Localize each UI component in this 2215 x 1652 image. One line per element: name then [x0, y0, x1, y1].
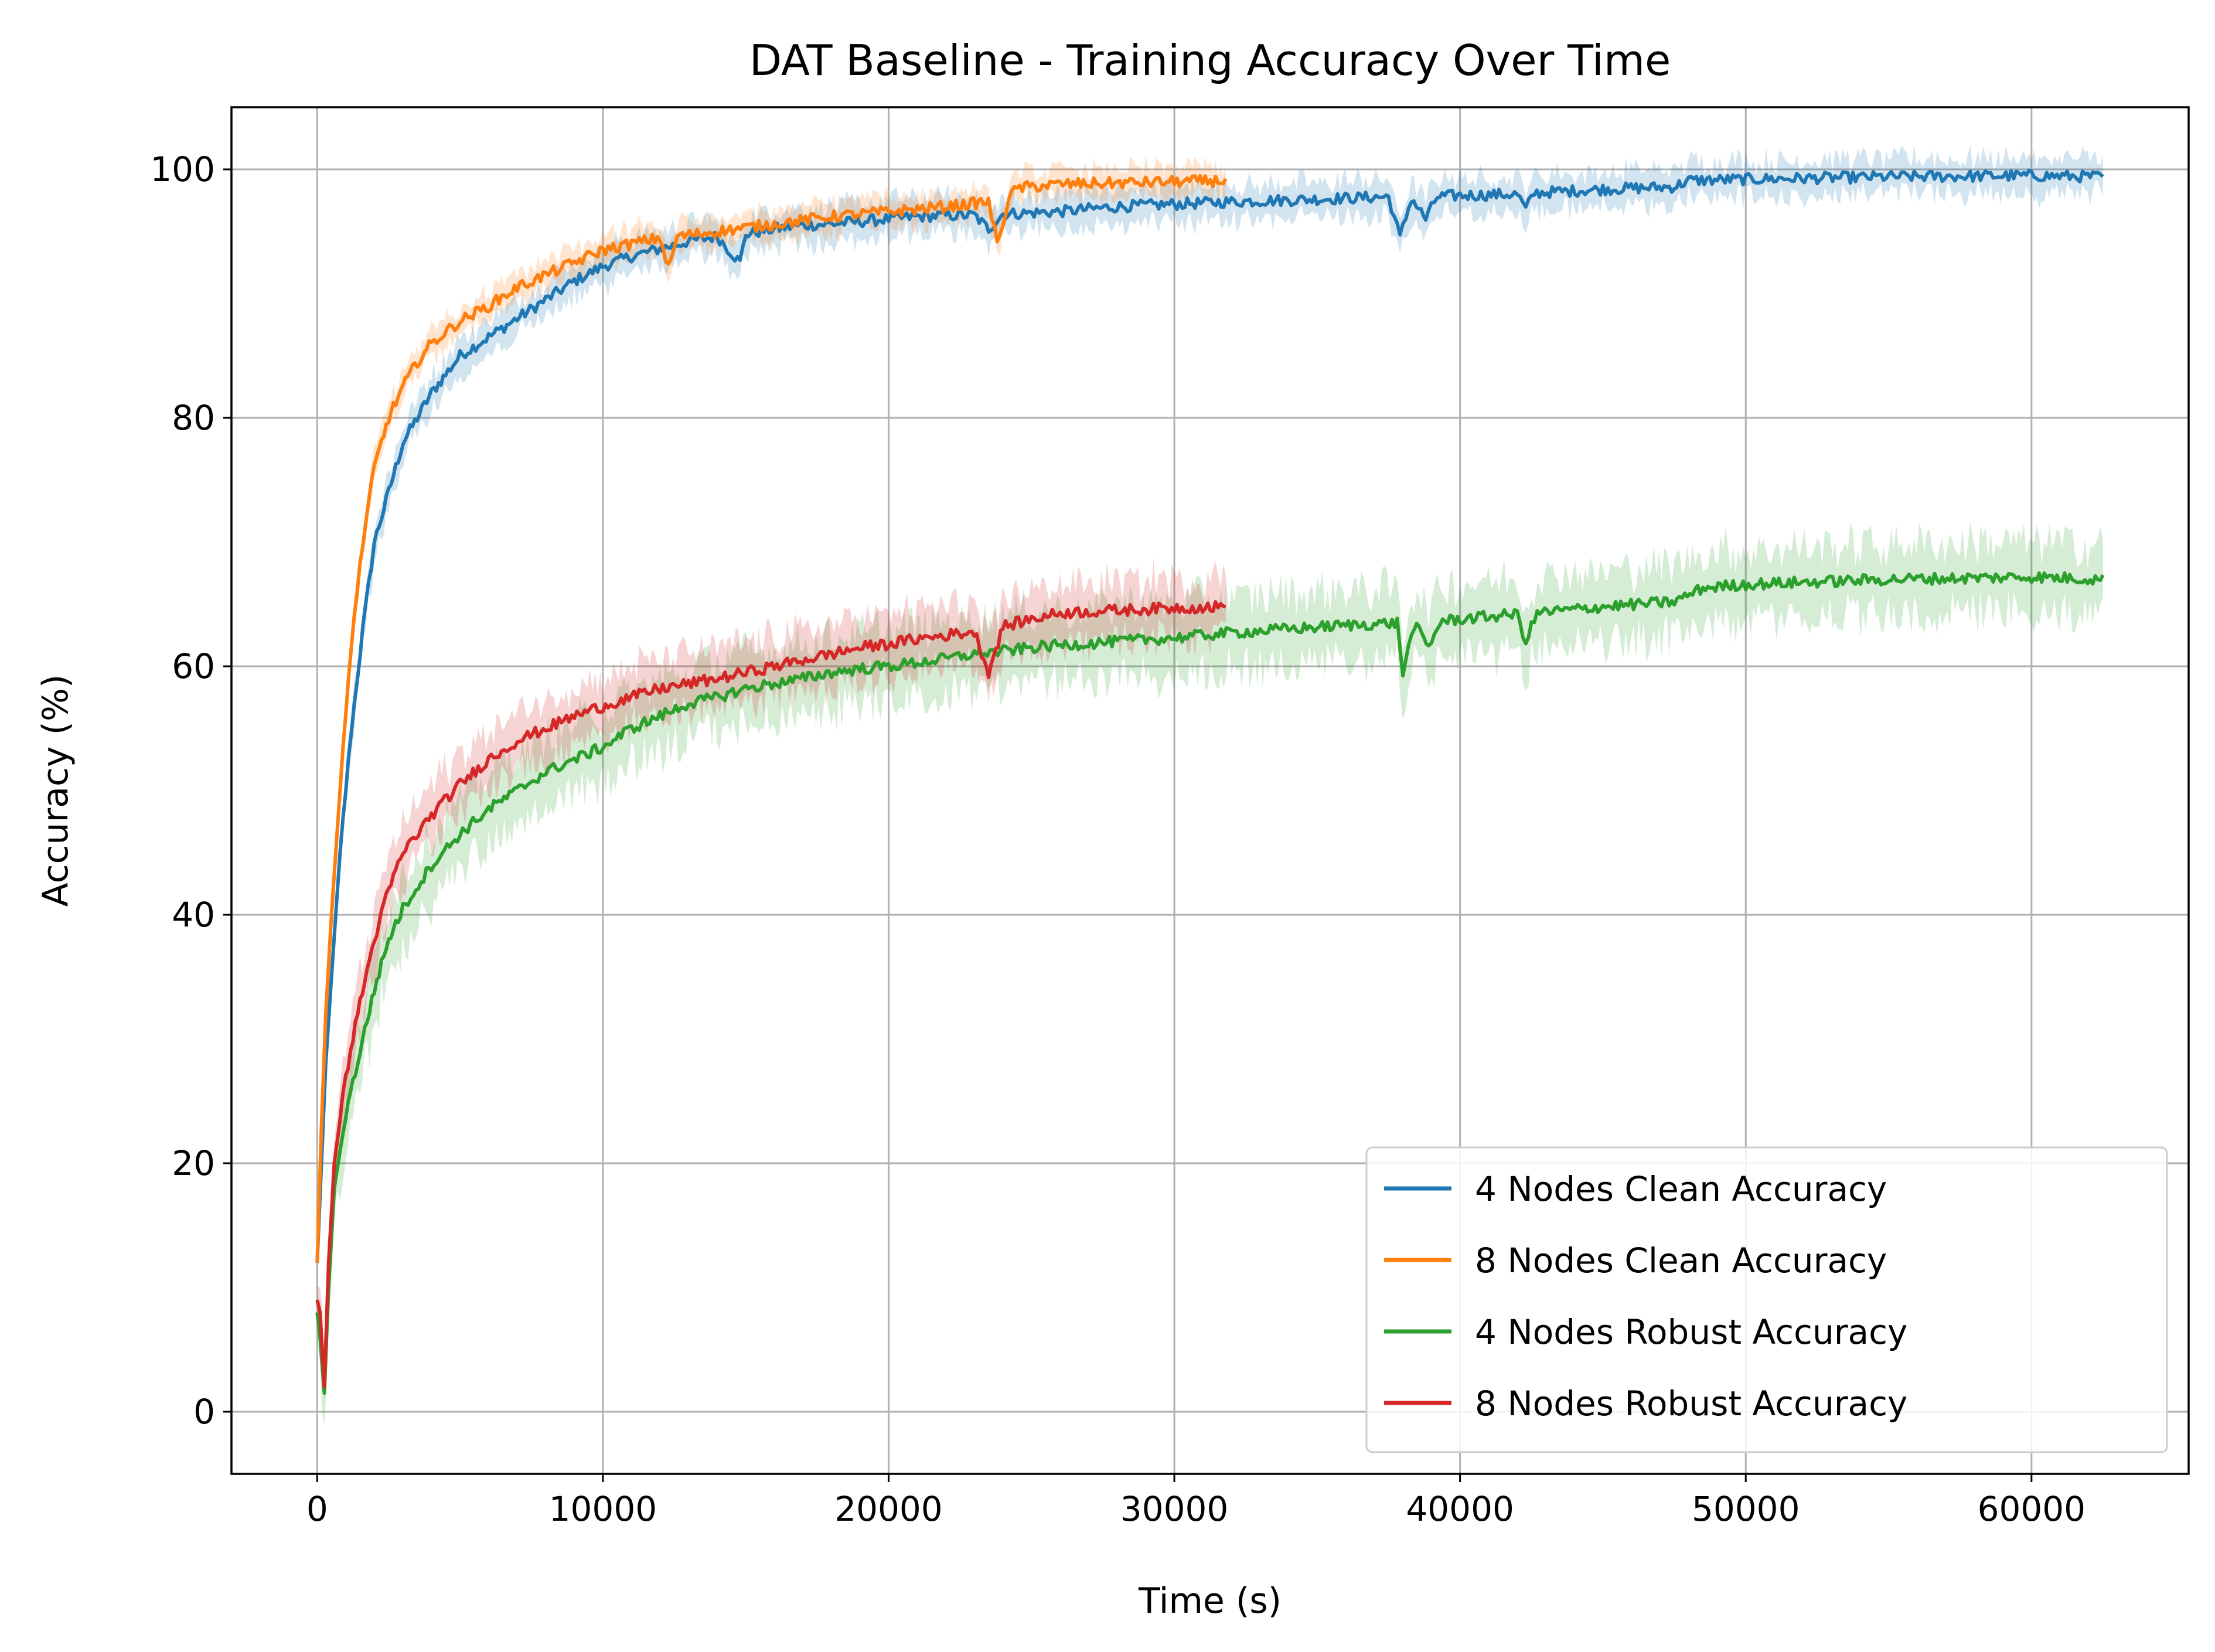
y-tick-label: 100	[150, 149, 215, 189]
legend-label: 8 Nodes Clean Accuracy	[1475, 1241, 1887, 1280]
series-band	[317, 521, 2103, 1425]
x-tick-label: 50000	[1692, 1489, 1800, 1529]
legend-label: 8 Nodes Robust Accuracy	[1475, 1384, 1907, 1423]
x-tick-label: 30000	[1120, 1489, 1229, 1529]
x-tick-label: 60000	[1978, 1489, 2086, 1529]
x-tick-label: 20000	[834, 1489, 943, 1529]
y-tick-label: 0	[193, 1392, 215, 1432]
x-tick-label: 40000	[1406, 1489, 1514, 1529]
band-layer	[317, 144, 2103, 1425]
line-layer	[315, 168, 2105, 1395]
x-tick-label: 10000	[549, 1489, 657, 1529]
series-line	[315, 168, 2104, 1263]
y-tick-label: 20	[172, 1143, 215, 1183]
plot-frame	[230, 106, 2190, 1475]
y-tick-label: 80	[172, 398, 215, 438]
series-band	[317, 558, 1226, 1401]
legend: 4 Nodes Clean Accuracy 8 Nodes Clean Accu…	[1365, 1146, 2168, 1453]
legend-label: 4 Nodes Clean Accuracy	[1475, 1169, 1887, 1209]
x-axis-label: Time (s)	[1138, 1581, 1282, 1622]
series-line	[315, 173, 1228, 1263]
series-line	[315, 600, 1226, 1389]
legend-box	[1365, 1146, 2168, 1453]
legend-label: 4 Nodes Robust Accuracy	[1475, 1312, 1907, 1352]
y-tick-label: 60	[172, 646, 215, 686]
x-tick-label: 0	[306, 1489, 328, 1529]
series-line	[315, 571, 2105, 1395]
grid-layer	[231, 107, 2189, 1474]
chart-title: DAT Baseline - Training Accuracy Over Ti…	[749, 36, 1671, 85]
y-tick-label: 40	[172, 895, 215, 935]
tick-layer: 0 10000 20000 30000 40000 50000 60000 0 20 40 60 80…	[150, 149, 2085, 1529]
y-axis-label: Accuracy (%)	[35, 675, 76, 907]
